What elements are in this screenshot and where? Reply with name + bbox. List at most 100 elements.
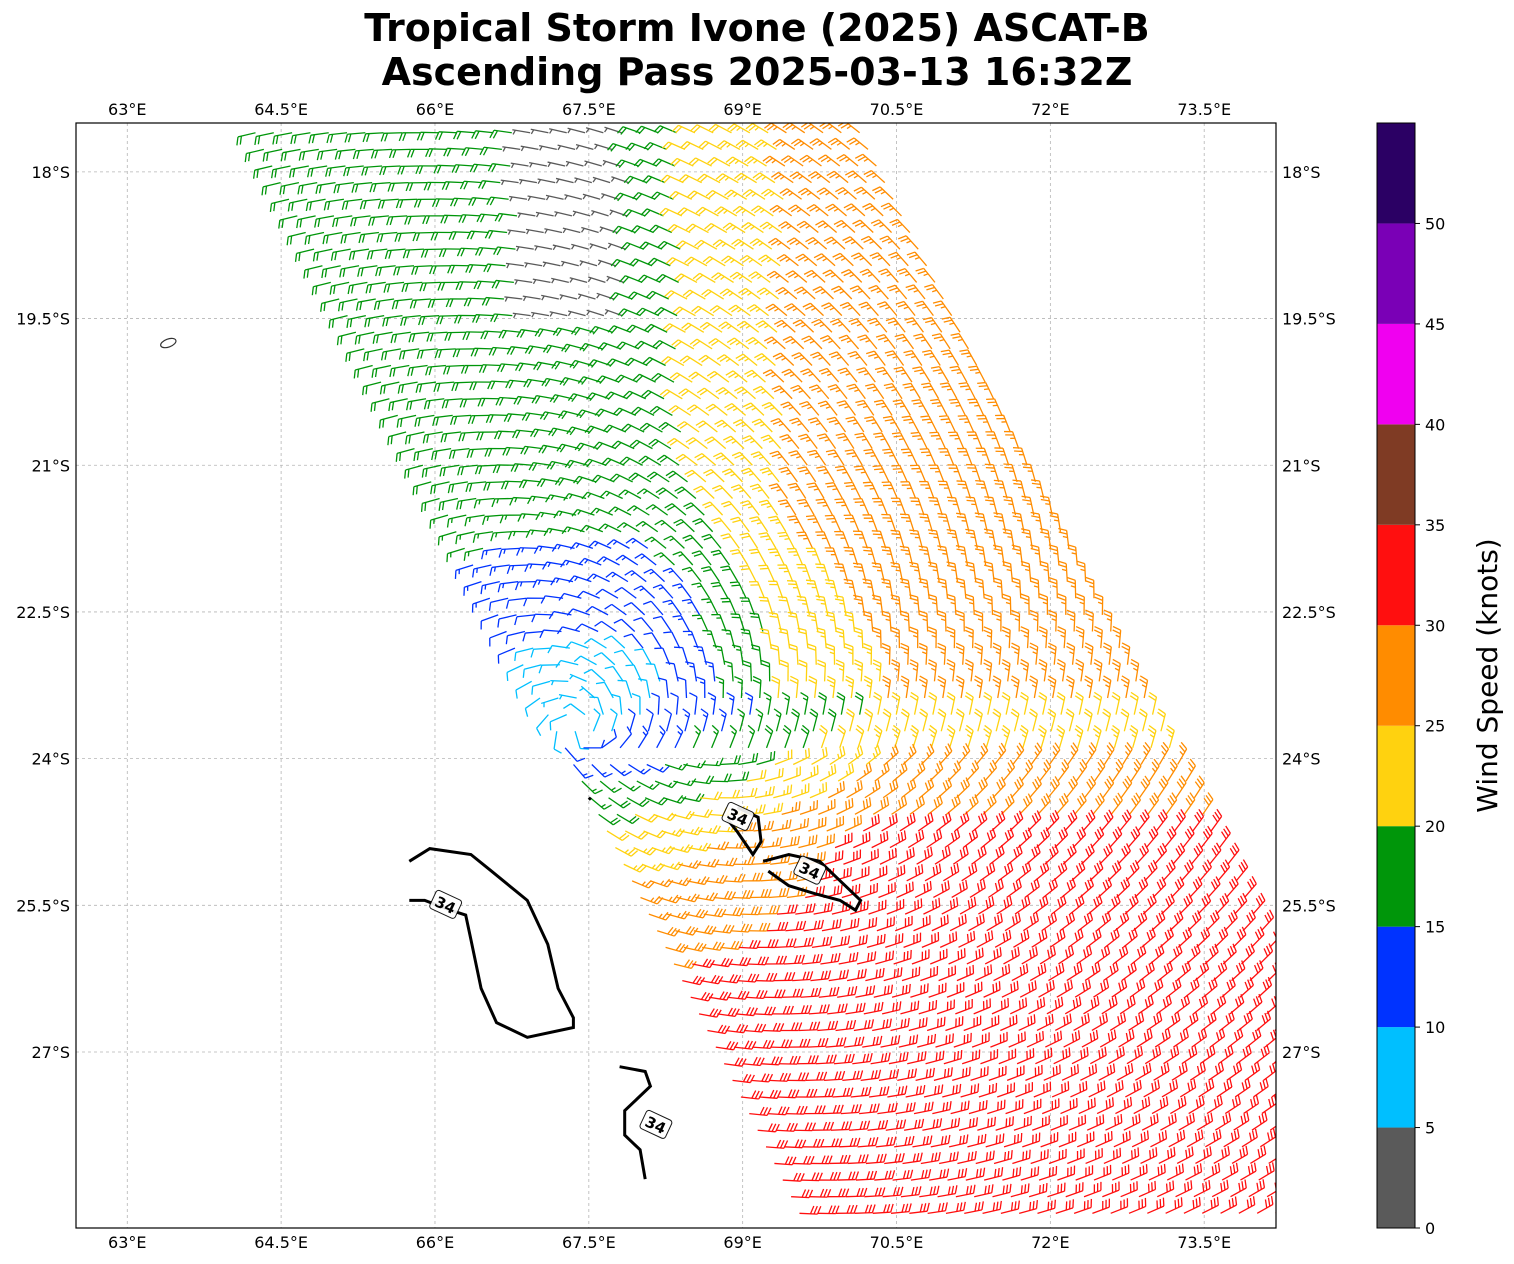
wind-barb	[398, 132, 421, 142]
wind-barb	[731, 238, 754, 250]
colorbar-bin	[1377, 323, 1415, 425]
wind-barb	[569, 277, 588, 284]
wind-barb	[453, 130, 476, 140]
wind-barb	[854, 153, 877, 167]
wind-barb	[905, 284, 926, 300]
wind-barb	[688, 157, 712, 167]
wind-barb	[783, 303, 806, 317]
wind-barb	[429, 265, 451, 275]
lon-tick-label-bottom: 70.5°E	[870, 1233, 924, 1252]
lat-tick-label-left: 22.5°S	[16, 603, 70, 622]
wind-barb	[347, 281, 368, 295]
lon-tick-label-bottom: 67.5°E	[562, 1233, 616, 1252]
wind-barb	[404, 215, 426, 225]
wind-barb	[764, 336, 786, 350]
wind-barb	[671, 124, 696, 134]
wind-barb	[821, 302, 843, 317]
wind-barb	[369, 182, 391, 193]
wind-barb	[1290, 1078, 1304, 1097]
wind-barb	[1278, 943, 1291, 964]
wind-barb	[549, 128, 567, 134]
contour-34kt	[587, 796, 592, 801]
wind-barb	[304, 231, 325, 245]
wind-barb	[328, 315, 348, 329]
wind-barb	[727, 123, 751, 134]
wind-barb	[629, 258, 653, 267]
wind-barb	[653, 125, 677, 134]
wind-barb	[758, 254, 781, 267]
wind-barb	[348, 248, 370, 261]
wind-barb	[697, 173, 721, 184]
wind-barb	[340, 231, 361, 244]
wind-barb	[496, 363, 520, 373]
wind-barb	[708, 123, 732, 134]
wind-barb	[867, 317, 888, 333]
wind-barb	[376, 231, 398, 243]
wind-barb	[772, 138, 796, 150]
wind-barb	[665, 257, 689, 267]
wind-barb	[813, 253, 836, 267]
colorbar: 0 5 10 15 20 25 30 35 40 45 50 Wind Speed (knots)	[1376, 122, 1504, 1238]
wind-barb	[857, 334, 878, 350]
wind-barb	[844, 170, 867, 184]
wind-barb	[782, 335, 805, 350]
wind-barb	[512, 129, 531, 135]
wind-barb	[522, 295, 541, 302]
wind-barb	[1352, 1128, 1366, 1147]
wind-barb	[801, 335, 823, 350]
wind-barb	[685, 223, 709, 234]
wind-barb	[876, 301, 898, 317]
wind-barb	[1330, 1195, 1345, 1213]
wind-barb	[379, 165, 401, 176]
wind-barb	[1337, 1061, 1351, 1081]
colorbar-bin	[1377, 123, 1415, 224]
wind-barb	[534, 328, 558, 338]
wind-barb	[714, 206, 738, 217]
wind-barb	[480, 330, 503, 340]
wind-barb	[741, 222, 764, 234]
wind-barb	[1285, 994, 1298, 1014]
wind-barb	[658, 207, 683, 217]
colorbar-bin	[1377, 826, 1415, 927]
wind-barb	[371, 364, 392, 378]
wind-barb	[799, 154, 822, 167]
wind-barb	[662, 141, 686, 151]
wind-barb	[382, 314, 403, 327]
wind-barb	[452, 348, 475, 358]
wind-barb	[350, 215, 371, 227]
colorbar-tick-label: 25	[1425, 717, 1445, 736]
wind-barb	[468, 197, 491, 206]
wind-barb	[815, 220, 838, 234]
wind-barb	[620, 241, 644, 251]
wind-barb	[433, 164, 456, 174]
wind-barb	[795, 253, 818, 267]
wind-barb	[1325, 1111, 1339, 1130]
wind-barb	[1285, 1179, 1300, 1197]
lat-tick-label-left: 18°S	[31, 163, 70, 182]
wind-barb	[444, 331, 466, 341]
wind-barb	[687, 190, 711, 200]
wind-barb	[343, 165, 364, 177]
wind-barb	[776, 254, 799, 267]
wind-barb	[470, 347, 493, 357]
wind-barb	[564, 194, 583, 200]
wind-barb	[339, 265, 360, 278]
lat-tick-label-left: 24°S	[31, 750, 70, 769]
wind-barb	[520, 145, 539, 152]
wind-barb	[280, 148, 301, 162]
wind-barb	[872, 186, 894, 200]
wind-barb	[709, 305, 733, 317]
wind-barb	[336, 331, 357, 346]
wind-barb	[896, 268, 918, 283]
wind-barb	[565, 160, 584, 167]
wind-barb	[362, 132, 384, 143]
wind-barb	[745, 123, 769, 134]
wind-barb	[635, 307, 660, 317]
wind-barb	[584, 160, 602, 167]
wind-barb	[1342, 1145, 1357, 1164]
wind-barb	[297, 182, 318, 195]
wind-barb	[454, 314, 476, 324]
wind-barb	[1274, 1028, 1276, 1031]
wind-barb	[483, 263, 506, 273]
wind-barb	[413, 198, 436, 208]
